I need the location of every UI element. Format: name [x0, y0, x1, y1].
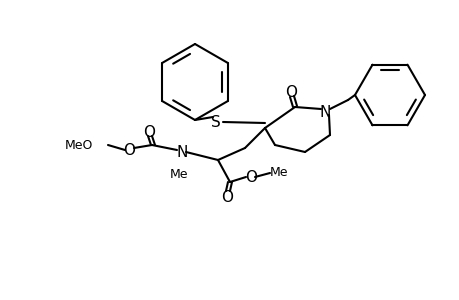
Text: MeO: MeO	[64, 139, 93, 152]
Text: Me: Me	[269, 167, 288, 179]
Text: N: N	[319, 104, 330, 119]
Text: O: O	[123, 142, 134, 158]
Text: Me: Me	[170, 169, 188, 182]
Text: O: O	[143, 124, 155, 140]
Text: O: O	[220, 190, 233, 205]
Text: O: O	[245, 169, 257, 184]
Text: S: S	[211, 115, 220, 130]
Text: N: N	[177, 145, 188, 160]
Text: O: O	[285, 85, 297, 100]
